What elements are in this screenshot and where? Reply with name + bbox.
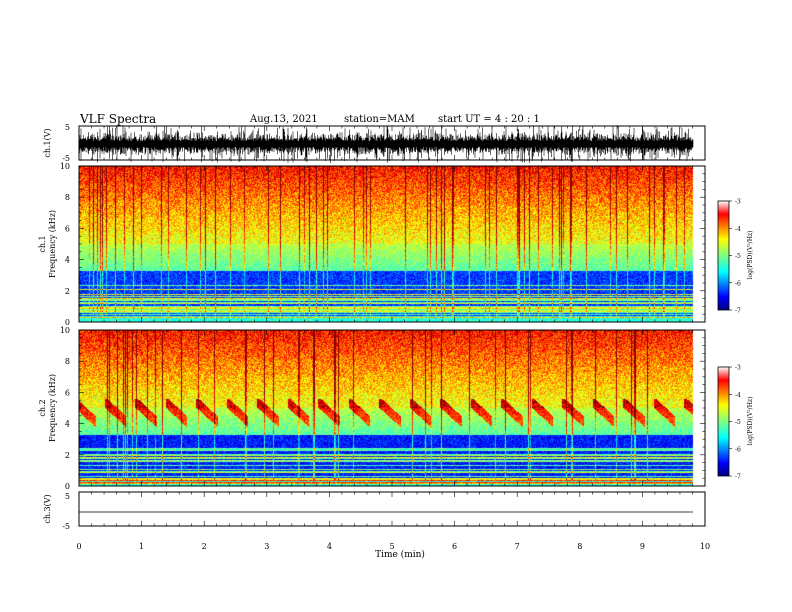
ch1-ytick-4: 4	[65, 256, 70, 265]
colorbar-ch1: -3 -4 -5 -6 -7 log(PSD)(V²/Hz)	[717, 199, 754, 315]
x-tick-label-7: 7	[515, 542, 520, 551]
x-tick-label-8: 8	[577, 542, 582, 551]
colorbar-tick--4: -4	[735, 226, 741, 233]
ch2-spec-ylabel-2: Frequency (kHz)	[48, 374, 57, 442]
ch1-ytick-2: 2	[65, 287, 70, 296]
colorbar-tick--3: -3	[735, 199, 741, 206]
ch1-ytick-8: 8	[65, 193, 70, 202]
ch1-spec-ylabel-1: ch.1	[38, 235, 47, 252]
colorbar-tick--4: -4	[735, 392, 741, 399]
ch2-ytick-4: 4	[65, 420, 70, 429]
start-time-label: start UT = 4 : 20 : 1	[438, 114, 540, 125]
x-tick-label-10: 10	[700, 542, 710, 551]
colorbar-tick--5: -5	[735, 253, 741, 260]
ch1-ytick-6: 6	[65, 224, 70, 233]
x-tick-label-2: 2	[202, 542, 207, 551]
colorbar-tick--3: -3	[735, 365, 741, 372]
x-tick-label-6: 6	[452, 542, 457, 551]
ch1-ylabel: ch.1(V)	[43, 128, 52, 157]
colorbar-tick--7: -7	[735, 474, 741, 481]
ch2-spectrogram-panel: 0 2 4 6 8 10 ch.2 Frequency (kHz)	[38, 326, 706, 491]
ch2-ytick-10: 10	[60, 326, 70, 335]
ch1-spectrogram-image	[79, 166, 705, 322]
ch2-spec-ylabel-1: ch.2	[38, 399, 47, 416]
ch1-ytick-0: 0	[65, 318, 70, 327]
ch1-waveform-panel: 5 -5 ch.1(V)	[43, 123, 706, 163]
ch2-ytick-0: 0	[65, 482, 70, 491]
ch2-ytick-2: 2	[65, 451, 70, 460]
colorbar-ch1-label: log(PSD)(V²/Hz)	[747, 231, 754, 280]
colorbar-ch2-label: log(PSD)(V²/Hz)	[747, 397, 754, 446]
ch3-waveform-panel: 5 -5 ch.3(V)	[43, 491, 706, 531]
ch2-ytick-8: 8	[65, 357, 70, 366]
x-axis-label: Time (min)	[375, 549, 425, 560]
colorbar-tick--6: -6	[735, 446, 741, 453]
ch3-ytick-top: 5	[65, 492, 70, 501]
colorbar-tick--6: -6	[735, 280, 741, 287]
ch1-ytick-10: 10	[60, 162, 70, 171]
colorbar-tick--7: -7	[735, 308, 741, 315]
colorbar-ch2: -3 -4 -5 -6 -7 log(PSD)(V²/Hz)	[717, 365, 754, 481]
date-label: Aug.13, 2021	[250, 114, 318, 125]
x-tick-label-5: 5	[389, 542, 394, 551]
colorbar-tick--5: -5	[735, 419, 741, 426]
x-tick-label-4: 4	[327, 542, 332, 551]
ch3-ytick-bottom: -5	[62, 522, 70, 531]
ch1-ytick-bottom: -5	[62, 154, 70, 163]
ch1-spectrogram-panel: 0 2 4 6 8 10 ch.1 Frequency (kHz)	[38, 162, 706, 327]
ch3-ylabel: ch.3(V)	[43, 494, 52, 523]
ch2-ytick-6: 6	[65, 388, 70, 397]
ch1-waveform-trace	[78, 125, 694, 163]
ch1-spec-ylabel-2: Frequency (kHz)	[48, 210, 57, 278]
chart-title: VLF Spectra	[80, 112, 157, 126]
ch1-ytick-top: 5	[65, 123, 70, 132]
x-tick-label-3: 3	[264, 542, 269, 551]
x-tick-label-9: 9	[640, 542, 645, 551]
station-label: station=MAM	[344, 114, 415, 125]
x-tick-label-1: 1	[139, 542, 144, 551]
x-tick-label-0: 0	[76, 542, 81, 551]
ch2-spectrogram-image	[79, 330, 705, 486]
